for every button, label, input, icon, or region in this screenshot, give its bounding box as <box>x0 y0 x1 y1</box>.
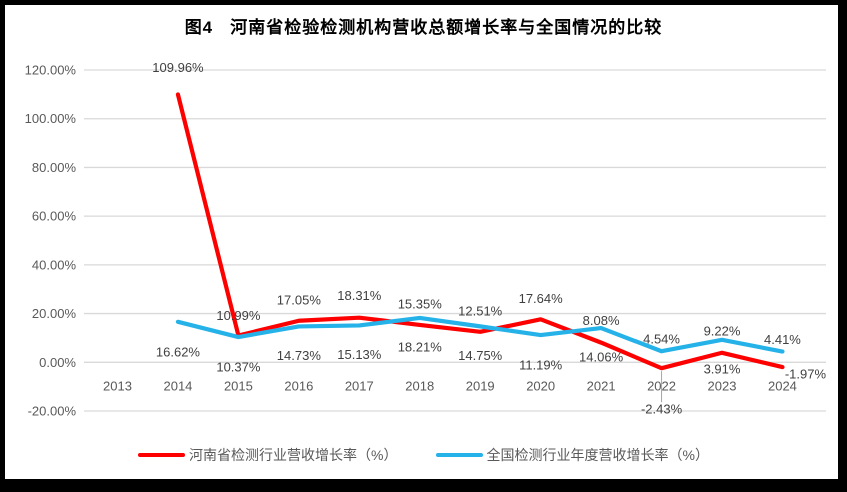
data-label-henan: 17.64% <box>519 291 564 306</box>
y-axis-tick-label: 120.00% <box>25 63 77 78</box>
x-axis-tick-label: 2014 <box>163 379 192 394</box>
x-axis-tick-label: 2019 <box>466 379 495 394</box>
data-label-national: 11.19% <box>519 358 563 373</box>
data-label-henan: -1.97% <box>785 367 827 382</box>
data-label-national: 14.75% <box>458 348 503 363</box>
series-line-henan <box>175 92 785 371</box>
data-label-henan: -2.43% <box>641 402 683 417</box>
y-axis-tick-label: -20.00% <box>28 404 77 419</box>
x-axis-tick-label: 2017 <box>345 379 374 394</box>
x-axis-tick-label: 2013 <box>103 379 132 394</box>
x-axis-tick-label: 2023 <box>708 379 737 394</box>
data-label-henan: 3.91% <box>704 361 741 376</box>
x-axis-tick-label: 2015 <box>224 379 253 394</box>
data-label-national: 9.22% <box>704 323 741 338</box>
data-label-henan: 15.35% <box>398 296 443 311</box>
x-axis-tick-label: 2018 <box>405 379 434 394</box>
y-axis-tick-label: 100.00% <box>25 111 77 126</box>
legend-label-henan: 河南省检测行业营收增长率（%） <box>189 447 398 463</box>
legend-item-national: 全国检测行业年度营收增长率（%） <box>435 445 709 465</box>
data-label-national: 16.62% <box>156 344 201 359</box>
x-axis-tick-label: 2024 <box>768 379 797 394</box>
x-axis-tick-label: 2021 <box>587 379 616 394</box>
data-label-national: 4.54% <box>643 332 680 347</box>
data-label-national: 4.41% <box>764 332 801 347</box>
legend-label-national: 全国检测行业年度营收增长率（%） <box>486 447 709 463</box>
data-label-henan: 18.31% <box>337 288 382 303</box>
data-label-henan: 12.51% <box>458 303 503 318</box>
legend-item-henan: 河南省检测行业营收增长率（%） <box>138 445 398 465</box>
data-label-henan: 10.99% <box>216 308 261 323</box>
data-label-national: 18.21% <box>398 339 443 354</box>
y-axis-tick-label: 80.00% <box>32 160 77 175</box>
data-label-national: 10.37% <box>216 360 261 375</box>
data-label-national: 14.06% <box>579 350 624 365</box>
y-axis-tick-label: 0.00% <box>39 355 76 370</box>
x-axis-tick-label: 2016 <box>284 379 313 394</box>
series-line-national <box>175 315 785 354</box>
x-axis-tick-label: 2020 <box>526 379 555 394</box>
data-label-henan: 109.96% <box>152 60 204 75</box>
data-label-national: 14.73% <box>277 348 322 363</box>
y-axis-tick-label: 40.00% <box>32 257 77 272</box>
y-axis-tick-label: 60.00% <box>32 209 77 224</box>
legend-swatch-national-line <box>435 453 483 457</box>
y-axis-tick-label: 20.00% <box>32 306 77 321</box>
data-label-henan: 17.05% <box>277 292 322 307</box>
data-label-henan: 8.08% <box>583 313 620 328</box>
legend-swatch-henan-line <box>138 453 186 457</box>
legend: 河南省检测行业营收增长率（%） 全国检测行业年度营收增长率（%） <box>0 445 847 465</box>
chart-title: 图4 河南省检验检测机构营收总额增长率与全国情况的比较 <box>184 18 663 37</box>
data-label-national: 15.13% <box>337 347 382 362</box>
